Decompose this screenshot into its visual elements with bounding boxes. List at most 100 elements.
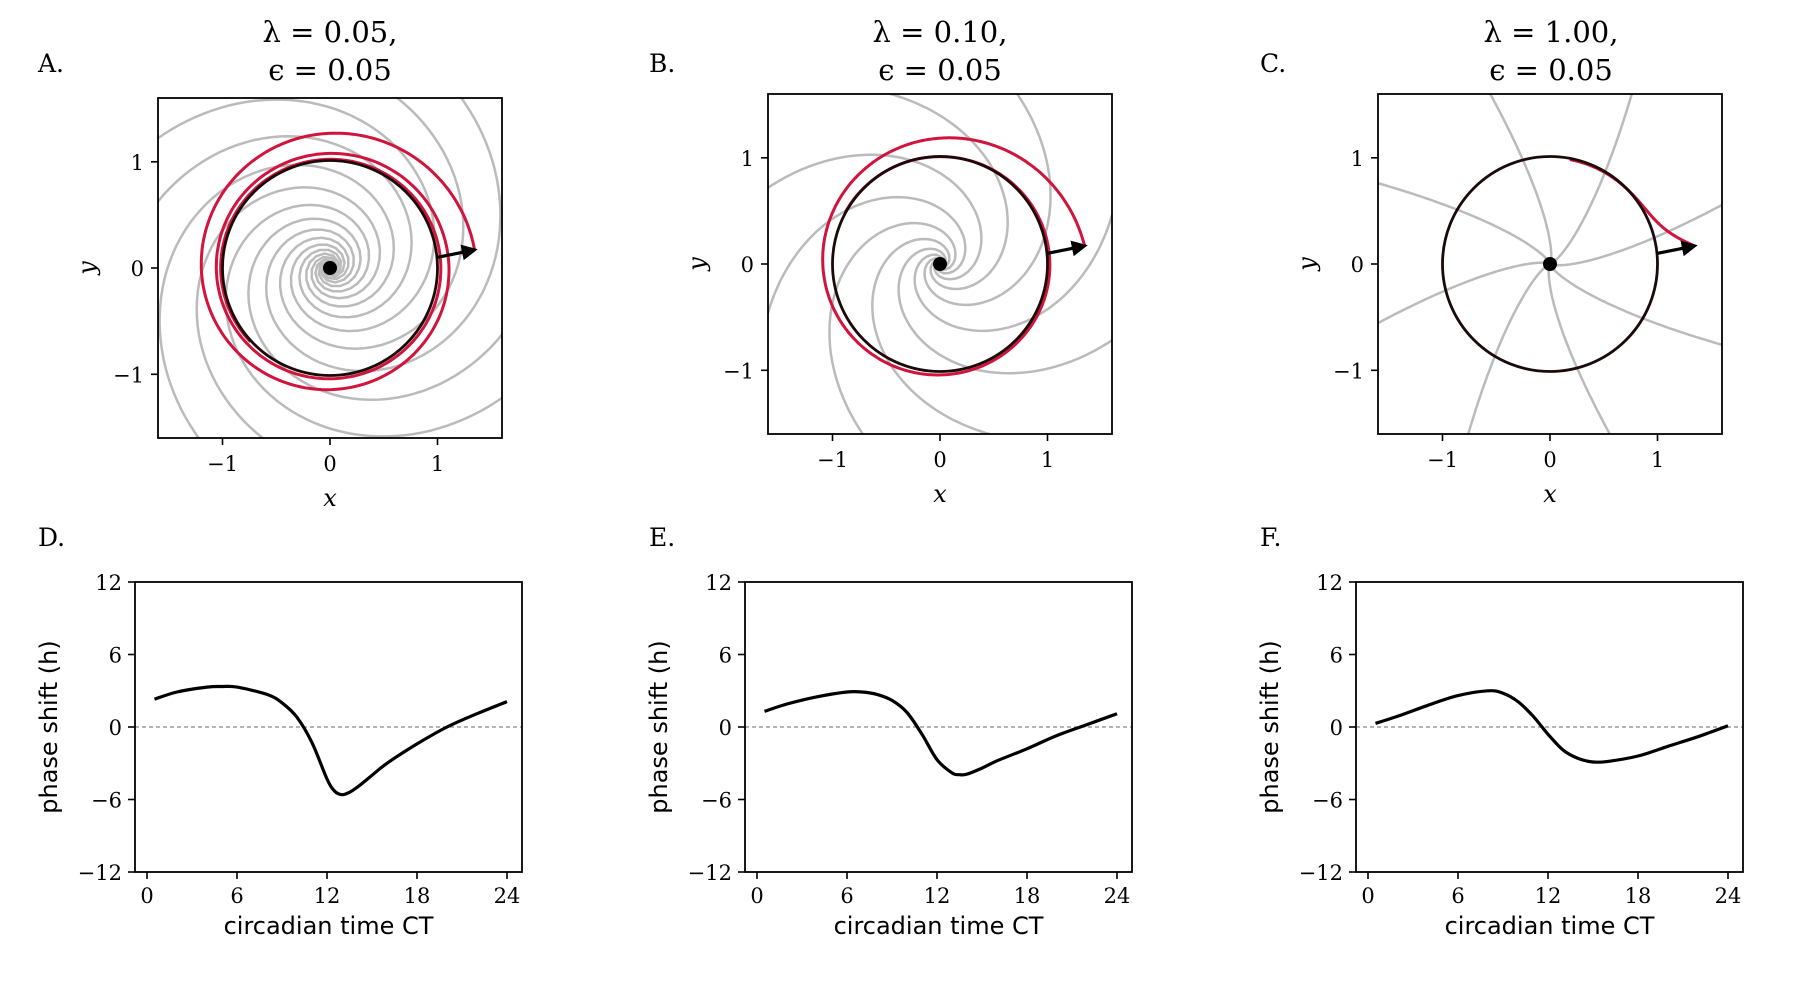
x-tick-label: 12 bbox=[924, 884, 951, 908]
isochron-curve bbox=[923, 94, 1052, 307]
phase-response-panel: 0 6 12 18 24 −12 −6 0 6 12 circadian time CT phase … bbox=[35, 523, 523, 940]
phase-portrait-panel: −1 0 1 −1 0 1 x y λ = 0.10, ϵ = 0.05 B. bbox=[649, 15, 1113, 508]
perturbed-trajectory bbox=[199, 131, 477, 392]
y-tick-label: −1 bbox=[113, 363, 144, 387]
isochron-curve bbox=[768, 195, 967, 318]
x-tick-label: 24 bbox=[1715, 884, 1742, 908]
panel-title-line-2: ϵ = 0.05 bbox=[1489, 53, 1613, 87]
y-tick-label: 6 bbox=[719, 644, 732, 668]
y-tick-label: 0 bbox=[741, 253, 754, 277]
y-tick-label: −12 bbox=[78, 861, 122, 885]
x-tick-label: 1 bbox=[1651, 448, 1664, 472]
isochron-curve bbox=[195, 186, 382, 438]
y-axis-label: phase shift (h) bbox=[1256, 640, 1284, 813]
limit-cycle bbox=[831, 155, 1049, 373]
limit-cycle bbox=[1441, 155, 1659, 373]
y-axis-label: y bbox=[1293, 257, 1321, 272]
x-axis-label: circadian time CT bbox=[1445, 912, 1655, 940]
fixed-point bbox=[933, 257, 947, 271]
plot-area bbox=[158, 98, 502, 438]
isochron-curve bbox=[158, 98, 436, 333]
isochron-curve bbox=[871, 237, 995, 434]
x-tick-label: 6 bbox=[840, 884, 853, 908]
isochron-curve bbox=[264, 98, 502, 373]
phase-portrait-panel: −1 0 1 −1 0 1 x y λ = 0.05, ϵ = 0.05 A. bbox=[37, 15, 503, 512]
y-axis-label: y bbox=[683, 257, 711, 272]
y-tick-label: 1 bbox=[1351, 147, 1364, 171]
x-tick-label: −1 bbox=[1427, 448, 1458, 472]
x-tick-label: 0 bbox=[140, 884, 153, 908]
y-axis-label: phase shift (h) bbox=[645, 640, 673, 813]
panel-label: E. bbox=[649, 523, 675, 552]
y-tick-label: 6 bbox=[1330, 644, 1343, 668]
y-tick-label: 0 bbox=[1351, 253, 1364, 277]
y-tick-label: 12 bbox=[1316, 571, 1343, 595]
x-tick-label: 12 bbox=[1535, 884, 1562, 908]
isochron-group bbox=[158, 98, 502, 438]
y-tick-label: 6 bbox=[109, 644, 122, 668]
panel-title-line-1: λ = 0.05, bbox=[263, 15, 398, 49]
x-tick-label: 18 bbox=[404, 884, 431, 908]
x-tick-label: 0 bbox=[750, 884, 763, 908]
panel-title-line-1: λ = 0.10, bbox=[873, 15, 1008, 49]
panel-label: F. bbox=[1260, 523, 1281, 552]
y-tick-label: 1 bbox=[131, 151, 144, 175]
y-tick-label: −12 bbox=[688, 861, 732, 885]
isochron-group bbox=[768, 94, 1112, 434]
charts-container: −1 0 1 −1 0 1 x y λ = 0.05, ϵ = 0.05 A. −1 0 1 −1 0 1 x y λ… bbox=[35, 15, 1744, 940]
isochron-curve bbox=[913, 210, 1112, 333]
y-tick-label: 1 bbox=[741, 147, 754, 171]
panel-title-line-2: ϵ = 0.05 bbox=[268, 53, 392, 87]
y-tick-label: −12 bbox=[1299, 861, 1343, 885]
y-tick-label: 0 bbox=[719, 716, 732, 740]
perturbation-arrow bbox=[1656, 240, 1698, 257]
x-axis-label: circadian time CT bbox=[224, 912, 434, 940]
x-tick-label: −1 bbox=[817, 448, 848, 472]
isochron-curve bbox=[158, 134, 413, 319]
fixed-point bbox=[1543, 257, 1557, 271]
isochron-curve bbox=[1378, 181, 1551, 263]
panel-title-line-2: ϵ = 0.05 bbox=[878, 53, 1002, 87]
x-tick-label: 0 bbox=[933, 448, 946, 472]
isochron-curve bbox=[224, 203, 502, 438]
x-tick-label: 1 bbox=[431, 452, 444, 476]
isochron-curve bbox=[247, 217, 502, 402]
y-tick-label: 12 bbox=[95, 571, 122, 595]
y-tick-label: 0 bbox=[131, 257, 144, 281]
y-tick-label: 0 bbox=[1330, 716, 1343, 740]
isochron-curve bbox=[278, 98, 465, 350]
panel-label: A. bbox=[37, 49, 64, 78]
y-tick-label: −6 bbox=[91, 789, 122, 813]
x-axis-label: x bbox=[1543, 480, 1557, 508]
x-axis-label: x bbox=[323, 484, 337, 512]
isochron-curve bbox=[1547, 265, 1612, 434]
isochron-curve bbox=[885, 94, 1009, 291]
panel-label: D. bbox=[38, 523, 65, 552]
isochron-curve bbox=[828, 221, 957, 434]
limit-cycle bbox=[221, 159, 439, 377]
isochron-curve bbox=[1466, 263, 1549, 434]
phase-response-panel: 0 6 12 18 24 −12 −6 0 6 12 circadian time CT phase … bbox=[645, 523, 1133, 940]
isochron-curve bbox=[1378, 261, 1549, 325]
x-tick-label: 18 bbox=[1014, 884, 1041, 908]
x-tick-label: 0 bbox=[1361, 884, 1374, 908]
isochron-curve bbox=[1488, 94, 1553, 263]
x-axis-label: x bbox=[933, 480, 947, 508]
phase-portrait-panel: −1 0 1 −1 0 1 x y λ = 1.00, ϵ = 0.05 C. bbox=[1260, 15, 1723, 508]
x-tick-label: 6 bbox=[230, 884, 243, 908]
isochron-curve bbox=[897, 247, 1112, 375]
x-tick-label: 24 bbox=[494, 884, 521, 908]
y-tick-label: −1 bbox=[723, 359, 754, 383]
y-axis-label: y bbox=[73, 261, 101, 276]
fixed-point bbox=[323, 261, 337, 275]
phase-response-curve bbox=[1375, 689, 1729, 764]
x-tick-label: 0 bbox=[1543, 448, 1556, 472]
perturbed-trajectory bbox=[1569, 158, 1696, 248]
perturbation-arrow bbox=[1046, 240, 1088, 257]
y-tick-label: 12 bbox=[705, 571, 732, 595]
isochron-curve bbox=[768, 153, 983, 281]
isochron-curve bbox=[158, 163, 396, 438]
isochron-curve bbox=[1551, 203, 1722, 267]
isochron-curve bbox=[1549, 265, 1722, 347]
